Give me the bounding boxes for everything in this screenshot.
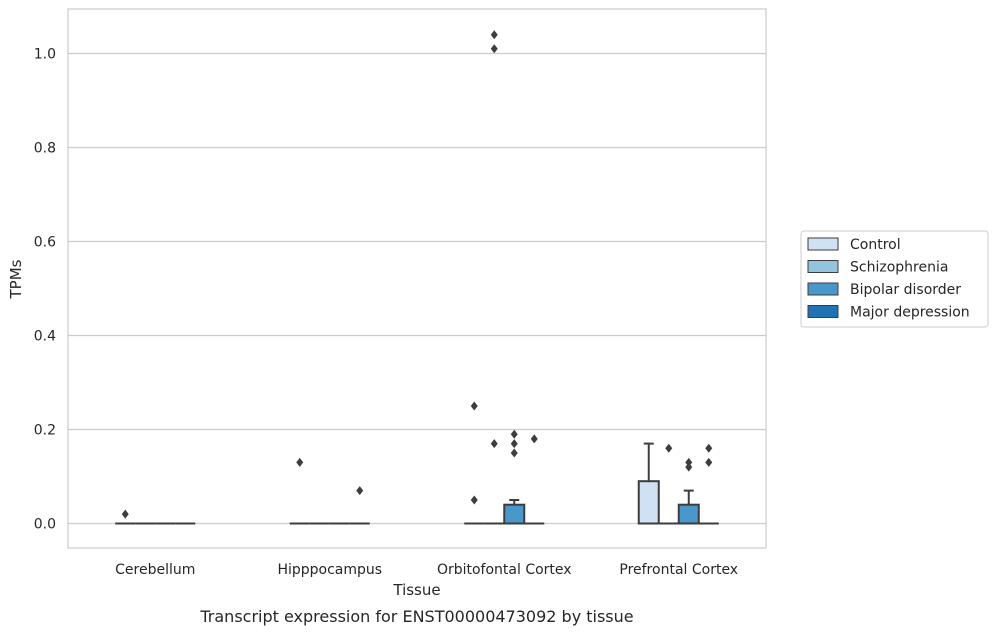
y-tick-label: 0.2	[34, 423, 56, 439]
x-axis-title: Tissue	[392, 581, 440, 599]
y-axis-title: TPMs	[7, 259, 25, 299]
box-marks	[115, 30, 719, 525]
outlier-point	[705, 443, 713, 453]
plot-frame	[67, 8, 767, 549]
x-tick-label: Prefrontal Cortex	[619, 562, 738, 578]
outlier-point	[510, 429, 518, 439]
outlier-point	[510, 448, 518, 458]
y-tick-label: 0.0	[34, 517, 56, 533]
box-2-1	[484, 30, 505, 525]
outlier-point	[705, 457, 713, 467]
legend-items: Control Schizophrenia Bipolar disorder Majo…	[807, 237, 970, 321]
legend-swatch	[807, 305, 839, 318]
outlier-point	[665, 443, 673, 453]
legend-swatch	[807, 282, 839, 296]
y-tick-label: 0.4	[34, 329, 56, 345]
box-3-2	[677, 457, 700, 525]
legend: Control Schizophrenia Bipolar disorder Majo…	[800, 230, 989, 328]
outlier-point	[356, 486, 364, 496]
x-tick-label: Orbitofontal Cortex	[437, 562, 572, 578]
box-body	[677, 503, 700, 525]
box-3-0	[637, 442, 660, 525]
box-2-2	[503, 429, 526, 525]
box-0-0	[115, 509, 136, 525]
outlier-point	[490, 30, 498, 40]
box-2-3	[524, 434, 545, 525]
box-body	[503, 503, 526, 525]
outlier-point	[490, 44, 498, 54]
outlier-point	[490, 439, 498, 449]
box-1-3	[349, 486, 370, 525]
legend-label: Major depression	[850, 305, 970, 321]
legend-swatch	[807, 237, 839, 251]
legend-frame	[800, 230, 989, 328]
legend-label: Bipolar disorder	[850, 282, 961, 298]
box-1-0	[289, 457, 310, 525]
outlier-point	[470, 401, 478, 411]
plot-area	[68, 9, 766, 548]
outlier-point	[685, 462, 693, 472]
outlier-point	[470, 495, 478, 505]
y-tick-label: 0.8	[34, 141, 56, 157]
outlier-point	[685, 457, 693, 467]
box-2-0	[464, 401, 485, 525]
y-tick-label: 1.0	[34, 47, 56, 63]
legend-swatch	[807, 260, 839, 273]
box-body	[637, 480, 660, 525]
outlier-point	[296, 457, 304, 467]
outlier-point	[510, 439, 518, 449]
chart-caption: Transcript expression for ENST0000047309…	[199, 607, 633, 626]
y-tick-labels: 0.0 0.2 0.4 0.6 0.8 1.0	[34, 47, 56, 533]
box-3-1	[658, 443, 679, 525]
box-3-3	[698, 443, 719, 525]
x-tick-label: Hipppocampus	[277, 562, 382, 578]
legend-label: Control	[850, 237, 901, 253]
y-tick-label: 0.6	[34, 235, 56, 251]
outlier-point	[121, 509, 129, 519]
x-tick-label: Cerebellum	[115, 562, 195, 578]
x-tick-labels: Cerebellum Hipppocampus Orbitofontal Corte…	[115, 562, 738, 578]
legend-label: Schizophrenia	[850, 260, 948, 276]
outlier-point	[530, 434, 538, 444]
